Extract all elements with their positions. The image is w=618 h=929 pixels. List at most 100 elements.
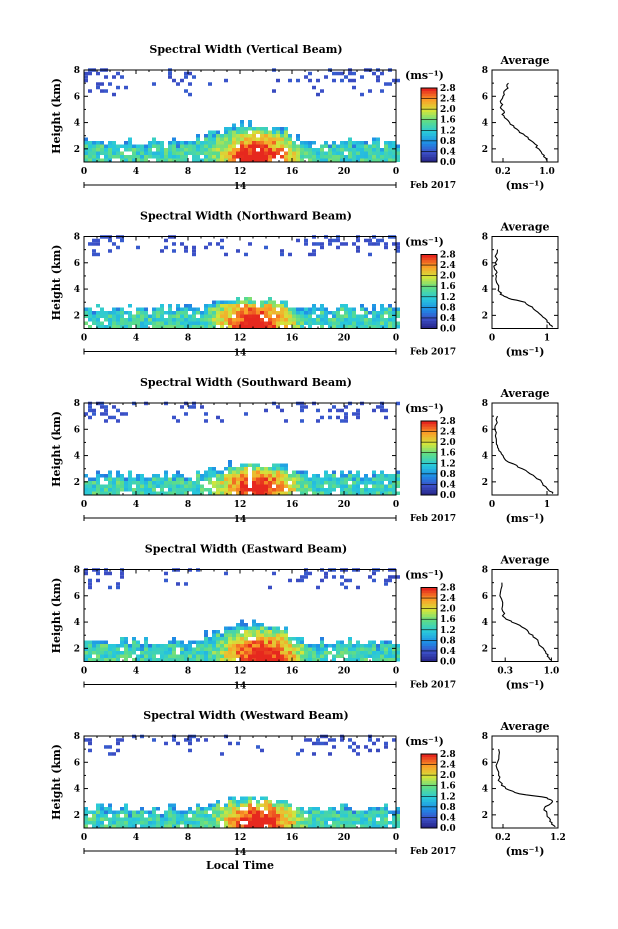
heatmap-cell bbox=[88, 748, 92, 753]
colorbar-tick-label: 0.0 bbox=[440, 491, 456, 501]
heatmap-cell bbox=[356, 647, 360, 651]
heatmap-cell bbox=[120, 307, 124, 311]
heatmap-cell bbox=[280, 651, 284, 655]
heatmap-cell bbox=[324, 651, 328, 655]
heatmap-cell bbox=[364, 814, 368, 818]
heatmap-cell bbox=[340, 148, 344, 152]
heatmap-cell bbox=[372, 491, 376, 495]
heatmap-cell bbox=[272, 647, 276, 651]
heatmap-cell bbox=[340, 491, 344, 495]
heatmap-cell bbox=[184, 314, 188, 318]
colorbar-swatch bbox=[421, 103, 437, 107]
colorbar-swatch bbox=[421, 804, 437, 808]
heatmap-cell bbox=[176, 741, 180, 746]
heatmap-cell bbox=[380, 307, 384, 311]
heatmap-cell bbox=[300, 578, 304, 583]
colorbar-swatch bbox=[421, 294, 437, 298]
heatmap-cell bbox=[264, 654, 268, 658]
average-y-tick-label: 8 bbox=[482, 566, 488, 576]
heatmap-cell bbox=[256, 800, 260, 804]
heatmap-cell bbox=[124, 644, 128, 648]
heatmap-cell bbox=[88, 307, 92, 311]
heatmap-cell bbox=[188, 405, 192, 409]
heatmap-cell bbox=[116, 582, 120, 586]
heatmap-cell bbox=[208, 307, 212, 311]
heatmap-cell bbox=[148, 810, 152, 814]
heatmap-cell bbox=[264, 633, 268, 637]
colorbar-swatch bbox=[421, 304, 437, 308]
heatmap-cell bbox=[312, 474, 316, 478]
heatmap-cell bbox=[104, 817, 108, 821]
heatmap-cell bbox=[240, 314, 244, 318]
heatmap-cell bbox=[92, 817, 96, 821]
heatmap-cell bbox=[292, 141, 296, 145]
heatmap-cell bbox=[376, 144, 380, 148]
heatmap-cell bbox=[380, 647, 384, 651]
heatmap-cell bbox=[276, 824, 280, 828]
colorbar-swatch bbox=[421, 764, 437, 768]
heatmap-cell bbox=[264, 470, 268, 474]
heatmap-cell bbox=[340, 318, 344, 322]
heatmap-cell bbox=[316, 242, 320, 246]
heatmap-cell bbox=[84, 158, 88, 162]
heatmap-cell bbox=[188, 71, 192, 76]
heatmap-cell bbox=[376, 151, 380, 155]
heatmap-cell bbox=[108, 488, 112, 492]
heatmap-cell bbox=[396, 658, 400, 662]
heatmap-cell bbox=[124, 412, 128, 416]
heatmap-cell bbox=[280, 249, 284, 253]
heatmap-cell bbox=[220, 477, 224, 481]
heatmap-cell bbox=[156, 647, 160, 651]
heatmap-cell bbox=[308, 654, 312, 658]
heatmap-cell bbox=[88, 585, 92, 590]
heatmap-cell bbox=[200, 321, 204, 325]
heatmap-cell bbox=[228, 130, 232, 134]
heatmap-cell bbox=[176, 582, 180, 586]
heatmap-cell bbox=[332, 654, 336, 658]
heatmap-cell bbox=[388, 474, 392, 478]
heatmap-cell bbox=[212, 300, 216, 304]
heatmap-cell bbox=[332, 314, 336, 318]
heatmap-cell bbox=[340, 484, 344, 488]
heatmap-cell bbox=[184, 738, 188, 742]
heatmap-cell bbox=[216, 130, 220, 134]
heatmap-cell bbox=[164, 245, 168, 250]
heatmap-cell bbox=[120, 144, 124, 148]
heatmap-cell bbox=[244, 463, 248, 467]
heatmap-cell bbox=[392, 325, 396, 329]
heatmap-cell bbox=[288, 134, 292, 138]
heatmap-cell bbox=[180, 141, 184, 145]
heatmap-cell bbox=[268, 134, 272, 138]
heatmap-cell bbox=[244, 647, 248, 651]
colorbar-tick-label: 1.2 bbox=[440, 792, 456, 802]
heatmap-cell bbox=[124, 658, 128, 662]
heatmap-cell bbox=[196, 817, 200, 821]
heatmap-cell bbox=[272, 814, 276, 818]
heatmap-cell bbox=[240, 651, 244, 655]
colorbar-tick-label: 2.4 bbox=[440, 428, 456, 438]
colorbar-swatch bbox=[421, 307, 437, 311]
heatmap-cell bbox=[208, 488, 212, 492]
heatmap-cell bbox=[120, 321, 124, 325]
heatmap-cell bbox=[248, 463, 252, 467]
heatmap-cell bbox=[376, 325, 380, 329]
heatmap-cell bbox=[312, 158, 316, 162]
heatmap-cell bbox=[124, 814, 128, 818]
heatmap-cell bbox=[308, 821, 312, 825]
heatmap-cell bbox=[284, 654, 288, 658]
y-tick-label: 8 bbox=[74, 566, 80, 576]
heatmap-cell bbox=[352, 644, 356, 648]
heatmap-cell bbox=[272, 318, 276, 322]
heatmap-cell bbox=[220, 647, 224, 651]
heatmap-cell bbox=[392, 658, 396, 662]
heatmap-cell bbox=[116, 474, 120, 478]
heatmap-cell bbox=[180, 810, 184, 814]
heatmap-cell bbox=[184, 144, 188, 148]
heatmap-cell bbox=[204, 644, 208, 648]
x-tick-label: 8 bbox=[185, 334, 191, 344]
heatmap-cell bbox=[296, 651, 300, 655]
heatmap-cell bbox=[372, 307, 376, 311]
heatmap-cell bbox=[308, 325, 312, 329]
heatmap-cell bbox=[220, 158, 224, 162]
y-tick-label: 8 bbox=[74, 732, 80, 742]
